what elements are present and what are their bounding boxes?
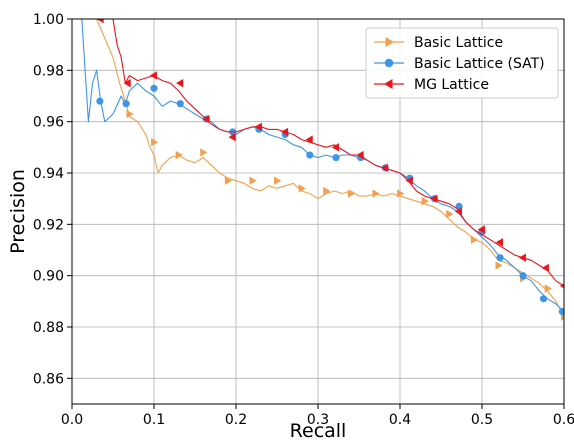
series-marker xyxy=(397,189,405,198)
series-marker xyxy=(381,163,389,173)
series-marker xyxy=(224,176,232,185)
series-line xyxy=(98,19,564,287)
series-marker xyxy=(430,194,438,203)
series-marker xyxy=(372,189,380,198)
series-marker xyxy=(559,283,564,289)
series-marker xyxy=(298,184,306,193)
y-tick-label: 0.92 xyxy=(33,217,64,233)
y-axis-label: Precision xyxy=(7,169,29,254)
series-group xyxy=(96,19,564,289)
series-marker xyxy=(274,176,282,185)
series-marker xyxy=(150,84,158,92)
y-tick-label: 0.96 xyxy=(33,115,64,131)
series-marker xyxy=(96,19,104,24)
series-marker xyxy=(331,143,339,152)
series-marker xyxy=(405,176,413,185)
series-marker xyxy=(149,71,157,80)
series-marker xyxy=(495,238,503,247)
series-marker xyxy=(249,176,257,185)
x-tick-label: 0.0 xyxy=(61,412,83,428)
legend-label: MG Lattice xyxy=(414,77,489,93)
y-tick-label: 0.88 xyxy=(33,320,64,336)
legend-swatch-marker xyxy=(384,79,393,89)
series-marker xyxy=(122,100,130,108)
series-marker xyxy=(175,150,183,160)
series-marker xyxy=(541,263,549,273)
series-layer xyxy=(81,19,564,321)
x-tick-label: 0.1 xyxy=(143,412,165,428)
series-marker xyxy=(305,135,313,144)
series-marker xyxy=(347,189,355,198)
series-marker xyxy=(356,150,364,160)
series-marker xyxy=(518,253,526,262)
series-marker xyxy=(496,254,504,262)
series-marker xyxy=(176,78,184,88)
series-marker xyxy=(228,132,236,142)
series-marker xyxy=(421,197,429,206)
x-axis-label: Recall xyxy=(290,420,347,442)
y-tick-label: 0.90 xyxy=(33,269,64,285)
y-tick-label: 1.00 xyxy=(33,12,64,28)
series-marker xyxy=(126,109,134,119)
axis-ticks: 0.0 0.1 0.2 0.3 0.4 0.5 0.6 0.86 0.88 0.90 0.92 0.9… xyxy=(33,12,574,428)
series-marker xyxy=(446,209,454,219)
series-marker xyxy=(332,154,340,162)
series-marker xyxy=(495,261,503,270)
series-marker xyxy=(96,97,104,105)
series-marker xyxy=(544,284,552,293)
y-tick-label: 0.98 xyxy=(33,63,64,79)
legend-swatch-marker xyxy=(385,37,394,47)
y-tick-label: 0.94 xyxy=(33,166,64,182)
legend-label: Basic Lattice (SAT) xyxy=(414,56,545,72)
series-marker xyxy=(454,207,462,216)
legend-box xyxy=(365,27,559,99)
x-tick-label: 0.3 xyxy=(307,412,329,428)
x-tick-label: 0.6 xyxy=(553,412,574,428)
series-marker xyxy=(539,295,548,303)
x-tick-label: 0.4 xyxy=(389,412,411,428)
series-marker xyxy=(477,225,485,234)
legend-swatch-marker xyxy=(384,58,394,68)
legend: Basic Lattice Basic Lattice (SAT) MG Latti… xyxy=(365,27,559,99)
series-marker xyxy=(519,272,527,280)
series-marker xyxy=(254,122,262,131)
series-marker xyxy=(176,100,184,108)
legend-label: Basic Lattice xyxy=(414,35,503,51)
series-marker xyxy=(200,148,208,157)
series-marker xyxy=(323,186,331,196)
series-marker xyxy=(306,151,314,159)
series-marker xyxy=(558,308,564,316)
series-marker xyxy=(202,114,210,124)
series-marker xyxy=(123,78,131,88)
series-marker xyxy=(151,138,159,147)
x-tick-label: 0.2 xyxy=(225,412,247,428)
series-marker xyxy=(470,235,478,244)
x-tick-label: 0.5 xyxy=(471,412,493,428)
series-line xyxy=(96,19,564,317)
y-tick-label: 0.86 xyxy=(33,371,64,387)
series-marker xyxy=(281,127,289,137)
